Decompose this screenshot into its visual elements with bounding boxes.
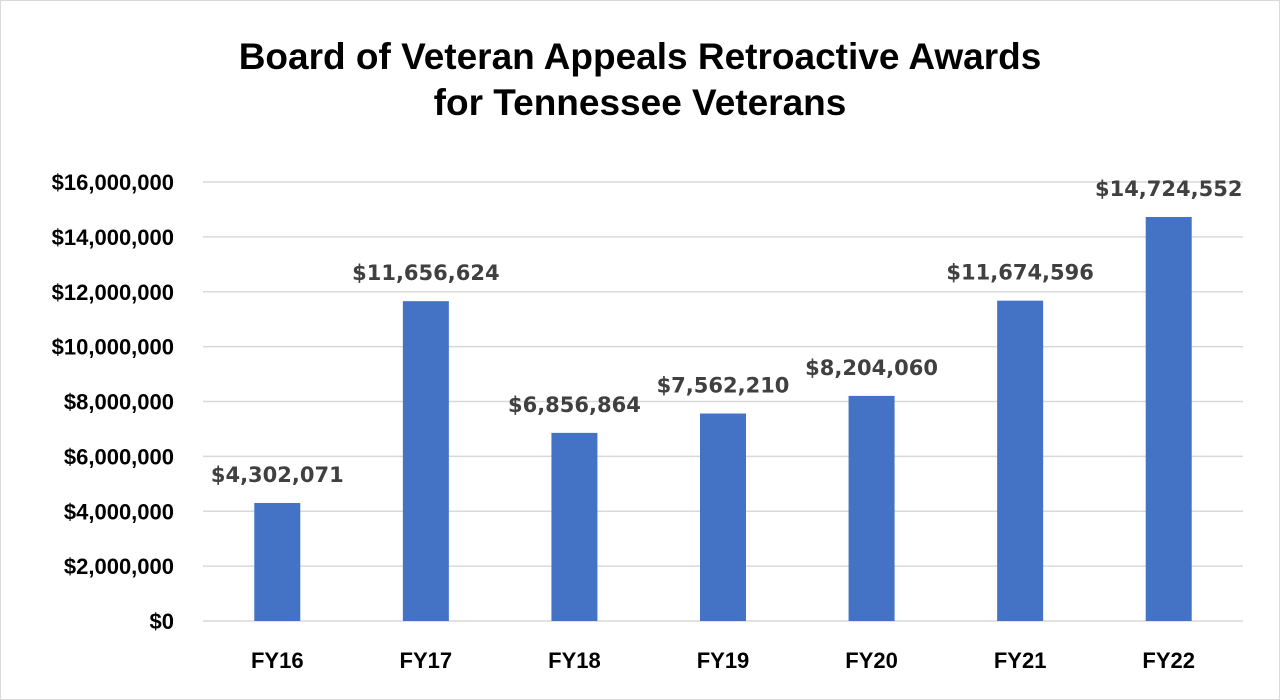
bar-fy17 <box>402 301 449 621</box>
bar-fy19 <box>700 413 746 621</box>
y-tick-label: $8,000,000 <box>64 390 174 415</box>
category-label-fy20: FY20 <box>845 648 898 673</box>
data-label-fy18: $6,856,864 <box>508 393 641 417</box>
y-axis-tick-labels: $0 $2,000,000 $4,000,000 $6,000,000 $8,000,0… <box>52 170 174 634</box>
category-label-fy17: FY17 <box>400 648 453 673</box>
y-tick-label: $12,000,000 <box>52 280 174 305</box>
y-tick-label: $0 <box>150 609 174 634</box>
bar-fy20 <box>848 395 895 621</box>
chart-title-line-1: Board of Veteran Appeals Retroactive Awa… <box>238 36 1042 77</box>
category-label-fy18: FY18 <box>548 648 601 673</box>
category-label-fy22: FY22 <box>1142 648 1195 673</box>
y-tick-label: $10,000,000 <box>52 335 174 360</box>
bars <box>254 216 1192 621</box>
y-tick-label: $16,000,000 <box>52 170 174 195</box>
y-tick-label: $14,000,000 <box>52 225 174 250</box>
y-tick-label: $4,000,000 <box>64 499 174 524</box>
bar-fy18 <box>551 432 598 621</box>
data-label-fy20: $8,204,060 <box>805 356 938 380</box>
x-axis-category-labels: FY16 FY17 FY18 FY19 FY20 FY21 FY22 <box>251 648 1195 673</box>
data-label-fy17: $11,656,624 <box>352 261 499 285</box>
y-tick-label: $2,000,000 <box>64 554 174 579</box>
category-label-fy16: FY16 <box>251 648 304 673</box>
data-label-fy22: $14,724,552 <box>1095 177 1242 201</box>
chart-title: Board of Veteran Appeals Retroactive Awa… <box>0 34 1280 126</box>
y-tick-label: $6,000,000 <box>64 444 174 469</box>
data-label-fy16: $4,302,071 <box>211 463 344 487</box>
data-label-fy21: $11,674,596 <box>946 261 1093 285</box>
bar-fy22 <box>1145 216 1192 621</box>
data-label-fy19: $7,562,210 <box>657 374 790 398</box>
category-label-fy19: FY19 <box>697 648 750 673</box>
category-label-fy21: FY21 <box>994 648 1047 673</box>
chart-title-line-2: for Tennessee Veterans <box>433 82 847 123</box>
data-labels: $4,302,071 $11,656,624 $6,856,864 $7,562,21… <box>211 177 1243 487</box>
bar-fy21 <box>997 300 1044 621</box>
bar-fy16 <box>254 502 301 621</box>
